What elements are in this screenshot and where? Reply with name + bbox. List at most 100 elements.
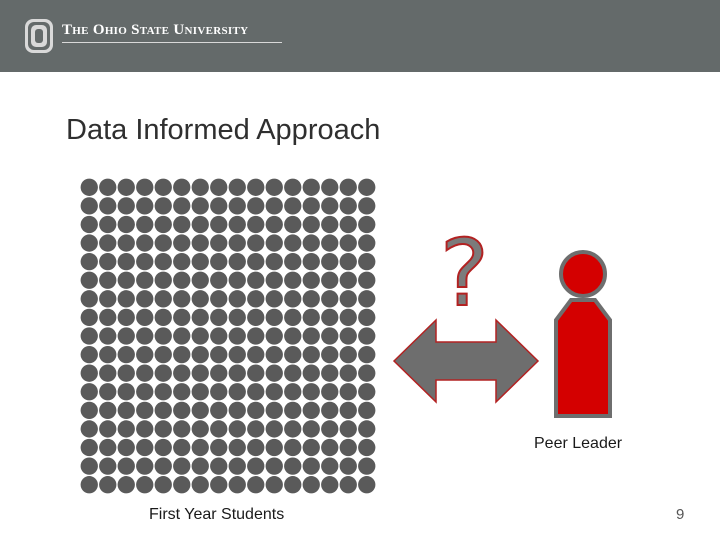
- student-dot: [247, 420, 265, 438]
- peer-leader-icon: [554, 250, 612, 418]
- student-dot: [210, 252, 228, 271]
- student-dot: [136, 178, 154, 196]
- student-dot: [339, 383, 357, 401]
- student-dot: [117, 476, 135, 494]
- student-dot: [321, 252, 339, 271]
- student-dot: [154, 401, 172, 420]
- student-dot: [191, 271, 209, 289]
- student-dot: [265, 308, 283, 327]
- student-dot: [117, 383, 135, 401]
- student-dot: [191, 476, 209, 494]
- student-dot: [265, 457, 283, 475]
- student-dot: [117, 327, 135, 345]
- student-dot: [358, 197, 376, 215]
- student-dot: [154, 290, 172, 308]
- student-dot: [117, 457, 135, 475]
- student-dot: [136, 290, 154, 308]
- student-dot: [228, 252, 246, 271]
- student-dot: [228, 178, 246, 196]
- student-dot: [265, 420, 283, 438]
- student-dot: [302, 476, 320, 494]
- student-dot: [265, 252, 283, 271]
- student-dot: [80, 364, 98, 382]
- double-arrow-icon: [392, 318, 540, 404]
- student-dot: [228, 476, 246, 494]
- student-dot: [302, 252, 320, 271]
- student-dot: [191, 420, 209, 438]
- student-dot: [210, 308, 228, 327]
- student-dot: [358, 364, 376, 382]
- student-dot: [321, 271, 339, 289]
- student-dot: [302, 364, 320, 382]
- student-dot: [210, 271, 228, 289]
- student-dot: [339, 308, 357, 327]
- student-dot: [321, 290, 339, 308]
- student-dot: [247, 178, 265, 196]
- student-dot: [154, 308, 172, 327]
- first-year-students-label: First Year Students: [149, 506, 285, 523]
- student-dot: [136, 252, 154, 271]
- student-dot: [339, 215, 357, 234]
- student-dot: [265, 215, 283, 234]
- student-dot: [173, 178, 191, 196]
- student-dot: [154, 178, 172, 196]
- student-dot: [321, 345, 339, 364]
- student-dot: [173, 364, 191, 382]
- student-dot: [339, 178, 357, 196]
- student-dot: [99, 215, 117, 234]
- student-dot: [284, 197, 302, 215]
- student-dot: [302, 308, 320, 327]
- student-dot: [339, 364, 357, 382]
- student-dot: [265, 290, 283, 308]
- student-dot: [117, 271, 135, 289]
- student-dot: [339, 271, 357, 289]
- student-dot: [265, 345, 283, 364]
- student-dot: [302, 215, 320, 234]
- student-dot: [339, 234, 357, 252]
- student-dot: [154, 476, 172, 494]
- student-dot: [339, 457, 357, 475]
- student-dot: [136, 420, 154, 438]
- student-dot: [247, 308, 265, 327]
- student-dot: [136, 438, 154, 457]
- student-dot: [247, 290, 265, 308]
- student-dot: [173, 197, 191, 215]
- student-dot: [228, 271, 246, 289]
- student-dot: [99, 234, 117, 252]
- student-dot: [284, 252, 302, 271]
- header-bar: The Ohio State University: [0, 0, 720, 72]
- student-dot: [358, 308, 376, 327]
- student-dot: [117, 438, 135, 457]
- student-dot: [117, 308, 135, 327]
- student-dot: [210, 476, 228, 494]
- student-dot: [191, 364, 209, 382]
- student-dot: [117, 401, 135, 420]
- student-dot: [80, 476, 98, 494]
- student-dot: [321, 234, 339, 252]
- student-dot: [247, 197, 265, 215]
- student-dot: [284, 457, 302, 475]
- student-dot: [173, 457, 191, 475]
- student-dot: [358, 420, 376, 438]
- student-dot: [191, 383, 209, 401]
- student-dot: [80, 308, 98, 327]
- student-dot: [154, 420, 172, 438]
- student-dot: [321, 364, 339, 382]
- student-dot: [321, 420, 339, 438]
- student-dot: [265, 364, 283, 382]
- student-dot: [154, 252, 172, 271]
- student-dot: [99, 438, 117, 457]
- student-dot: [358, 327, 376, 345]
- student-dot: [339, 345, 357, 364]
- student-dot: [80, 401, 98, 420]
- student-dot: [302, 345, 320, 364]
- student-dot: [247, 457, 265, 475]
- student-dot: [228, 290, 246, 308]
- student-dot: [284, 178, 302, 196]
- student-dot: [173, 234, 191, 252]
- student-dot: [321, 383, 339, 401]
- student-dot: [136, 234, 154, 252]
- student-dot: [210, 234, 228, 252]
- student-dot: [80, 327, 98, 345]
- student-dot: [228, 457, 246, 475]
